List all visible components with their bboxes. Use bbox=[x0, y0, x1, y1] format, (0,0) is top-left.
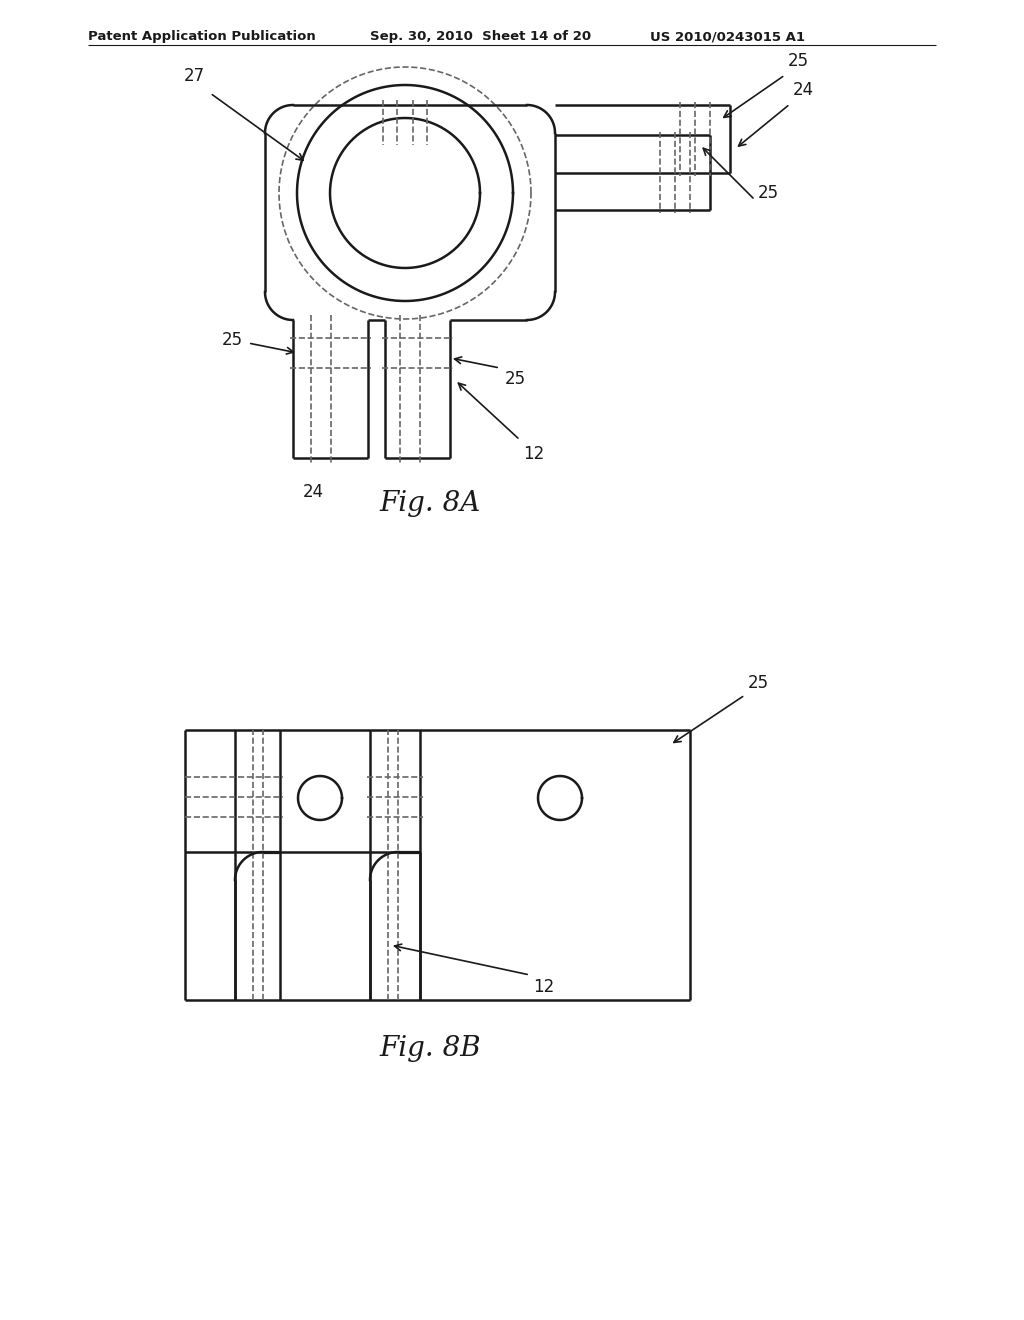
Text: 25: 25 bbox=[748, 675, 769, 692]
Text: 12: 12 bbox=[534, 978, 554, 997]
Text: 25: 25 bbox=[222, 331, 243, 348]
Text: Fig. 8A: Fig. 8A bbox=[379, 490, 480, 517]
Text: Patent Application Publication: Patent Application Publication bbox=[88, 30, 315, 44]
Text: Sep. 30, 2010  Sheet 14 of 20: Sep. 30, 2010 Sheet 14 of 20 bbox=[370, 30, 591, 44]
Text: 27: 27 bbox=[184, 67, 205, 84]
Text: US 2010/0243015 A1: US 2010/0243015 A1 bbox=[650, 30, 805, 44]
Text: Fig. 8B: Fig. 8B bbox=[379, 1035, 481, 1063]
Text: 25: 25 bbox=[505, 370, 526, 388]
Text: 25: 25 bbox=[788, 51, 809, 70]
Text: 12: 12 bbox=[523, 445, 544, 463]
Text: 24: 24 bbox=[303, 483, 325, 502]
Text: 24: 24 bbox=[793, 81, 814, 99]
Text: 25: 25 bbox=[758, 183, 779, 202]
